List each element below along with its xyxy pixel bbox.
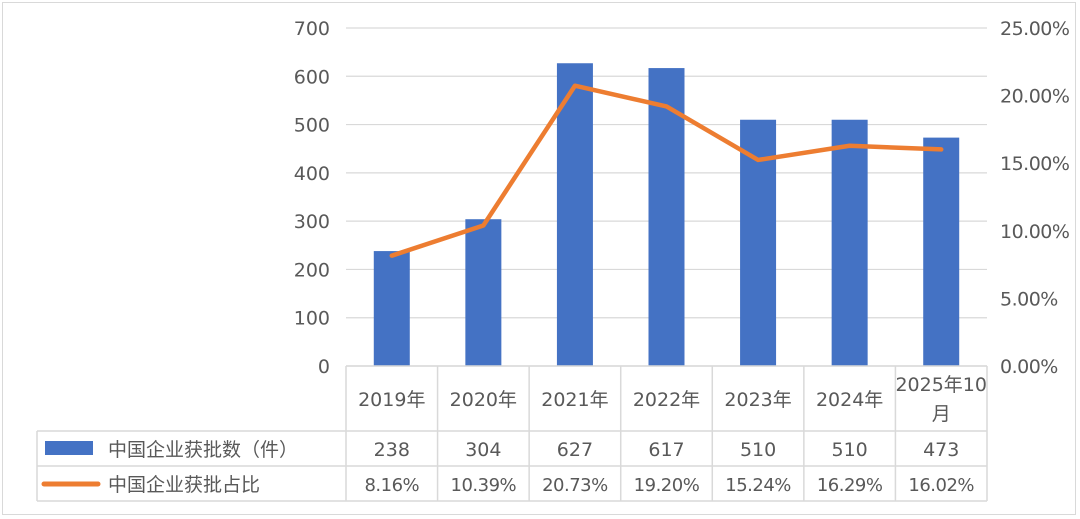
right-axis-tick: 20.00% bbox=[1000, 86, 1069, 108]
category-label: 2023年 bbox=[724, 389, 791, 411]
line-data-label: 8.16% bbox=[364, 475, 419, 496]
right-axis-tick: 25.00% bbox=[1000, 18, 1069, 40]
category-label: 月 bbox=[932, 403, 951, 425]
line-data-label: 15.24% bbox=[725, 475, 791, 496]
bar-data-label: 304 bbox=[465, 439, 501, 461]
left-axis-tick: 400 bbox=[294, 163, 330, 185]
bar bbox=[465, 219, 502, 366]
bar-data-label: 627 bbox=[557, 439, 593, 461]
left-axis-tick: 300 bbox=[294, 211, 330, 233]
legend-bar-key bbox=[45, 441, 93, 455]
category-label: 2020年 bbox=[450, 389, 517, 411]
line-data-label: 19.20% bbox=[634, 475, 700, 496]
bar bbox=[373, 251, 410, 366]
right-axis-tick: 10.00% bbox=[1000, 221, 1069, 243]
left-axis-tick: 500 bbox=[294, 115, 330, 137]
left-axis-tick: 700 bbox=[294, 18, 330, 40]
right-axis-tick: 5.00% bbox=[1000, 288, 1058, 310]
bar bbox=[648, 68, 685, 366]
bar-data-label: 617 bbox=[648, 439, 684, 461]
line-data-label: 20.73% bbox=[542, 475, 608, 496]
line-data-label: 10.39% bbox=[451, 475, 517, 496]
right-axis-tick: 15.00% bbox=[1000, 153, 1069, 175]
left-axis-tick: 600 bbox=[294, 66, 330, 88]
bar bbox=[556, 63, 593, 367]
bar bbox=[831, 119, 868, 366]
right-axis-tick: 0.00% bbox=[1000, 356, 1058, 378]
bar-data-label: 473 bbox=[923, 439, 959, 461]
bar-data-label: 510 bbox=[832, 439, 868, 461]
category-label: 2022年 bbox=[633, 389, 700, 411]
left-axis-tick: 100 bbox=[294, 308, 330, 330]
category-label: 2019年 bbox=[358, 389, 425, 411]
category-label: 2024年 bbox=[816, 389, 883, 411]
bar-data-label: 238 bbox=[374, 439, 410, 461]
legend-line-label: 中国企业获批占比 bbox=[108, 474, 260, 496]
legend-bar-label: 中国企业获批数（件） bbox=[108, 439, 298, 461]
left-axis-tick: 200 bbox=[294, 259, 330, 281]
bar-data-label: 510 bbox=[740, 439, 776, 461]
line-data-label: 16.29% bbox=[817, 475, 883, 496]
line-data-label: 16.02% bbox=[908, 475, 974, 496]
bar bbox=[923, 137, 960, 366]
left-axis-tick: 0 bbox=[318, 356, 330, 378]
category-label: 2025年10 bbox=[895, 374, 987, 396]
category-label: 2021年 bbox=[541, 389, 608, 411]
